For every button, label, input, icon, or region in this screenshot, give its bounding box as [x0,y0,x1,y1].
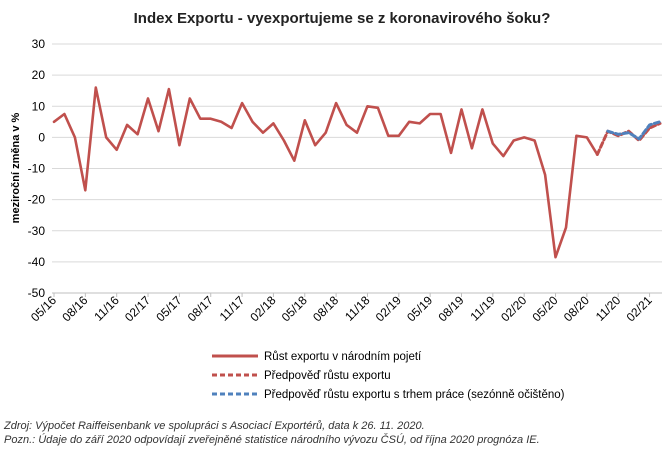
x-tick-label: 08/18 [310,293,341,324]
x-tick-label: 11/16 [91,293,122,324]
x-tick-label: 11/20 [593,293,624,324]
series-lines [52,86,662,259]
x-tick-label: 05/17 [153,293,184,324]
gridlines [52,43,662,294]
x-tick-label: 02/18 [247,293,278,324]
chart-title: Index Exportu - vyexportujeme se z koron… [134,10,551,27]
series-line-1 [52,86,599,259]
x-tick-label: 05/19 [404,293,435,324]
y-tick-label: -40 [28,255,46,269]
remark-note: Pozn.: Údaje do září 2020 odpovídají zve… [4,434,540,446]
x-tick-label: 02/20 [498,293,529,324]
series-line-3 [606,120,662,141]
y-tick-label: 10 [32,99,46,113]
x-axis-ticks: 05/16 08/16 11/16 02/17 05/17 08/17 11/17 02/18… [28,293,655,324]
y-axis-label: meziroční změna v % [10,112,22,223]
x-tick-label: 02/17 [122,293,153,324]
y-tick-label: 20 [32,68,46,82]
y-tick-label: -10 [28,162,46,176]
source-note: Zdroj: Výpočet Raiffeisenbank ve spolupr… [4,420,425,432]
chart-notes: Zdroj: Výpočet Raiffeisenbank ve spolupr… [4,419,664,447]
x-tick-label: 11/19 [467,293,498,324]
y-axis-ticks: 30 20 10 0 -10 -20 -30 -40 -50 [28,37,46,300]
x-tick-label: 11/17 [217,293,248,324]
x-tick-label: 08/17 [185,293,216,324]
x-tick-label: 02/19 [373,293,404,324]
x-tick-label: 08/19 [435,293,466,324]
x-tick-label: 08/16 [59,293,90,324]
x-tick-label: 05/18 [279,293,310,324]
series-line-2 [595,121,662,156]
legend-label-1: Růst exportu v národním pojetí [264,351,422,363]
y-tick-label: 0 [38,130,45,144]
x-tick-label: 02/21 [624,293,655,324]
legend: Růst exportu v národním pojetí Předpověď … [212,351,565,401]
legend-label-2: Předpověď růstu exportu [264,370,391,382]
x-tick-label: 05/20 [530,293,561,324]
legend-label-3: Předpověď růstu exportu s trhem práce (s… [264,389,565,401]
x-tick-label: 11/18 [342,293,373,324]
y-tick-label: -50 [28,286,46,300]
y-tick-label: -20 [28,193,46,207]
x-tick-label: 08/20 [561,293,592,324]
y-tick-label: 30 [32,37,46,51]
y-tick-label: -30 [28,224,46,238]
export-index-chart: Index Exportu - vyexportujeme se z koron… [10,10,662,401]
